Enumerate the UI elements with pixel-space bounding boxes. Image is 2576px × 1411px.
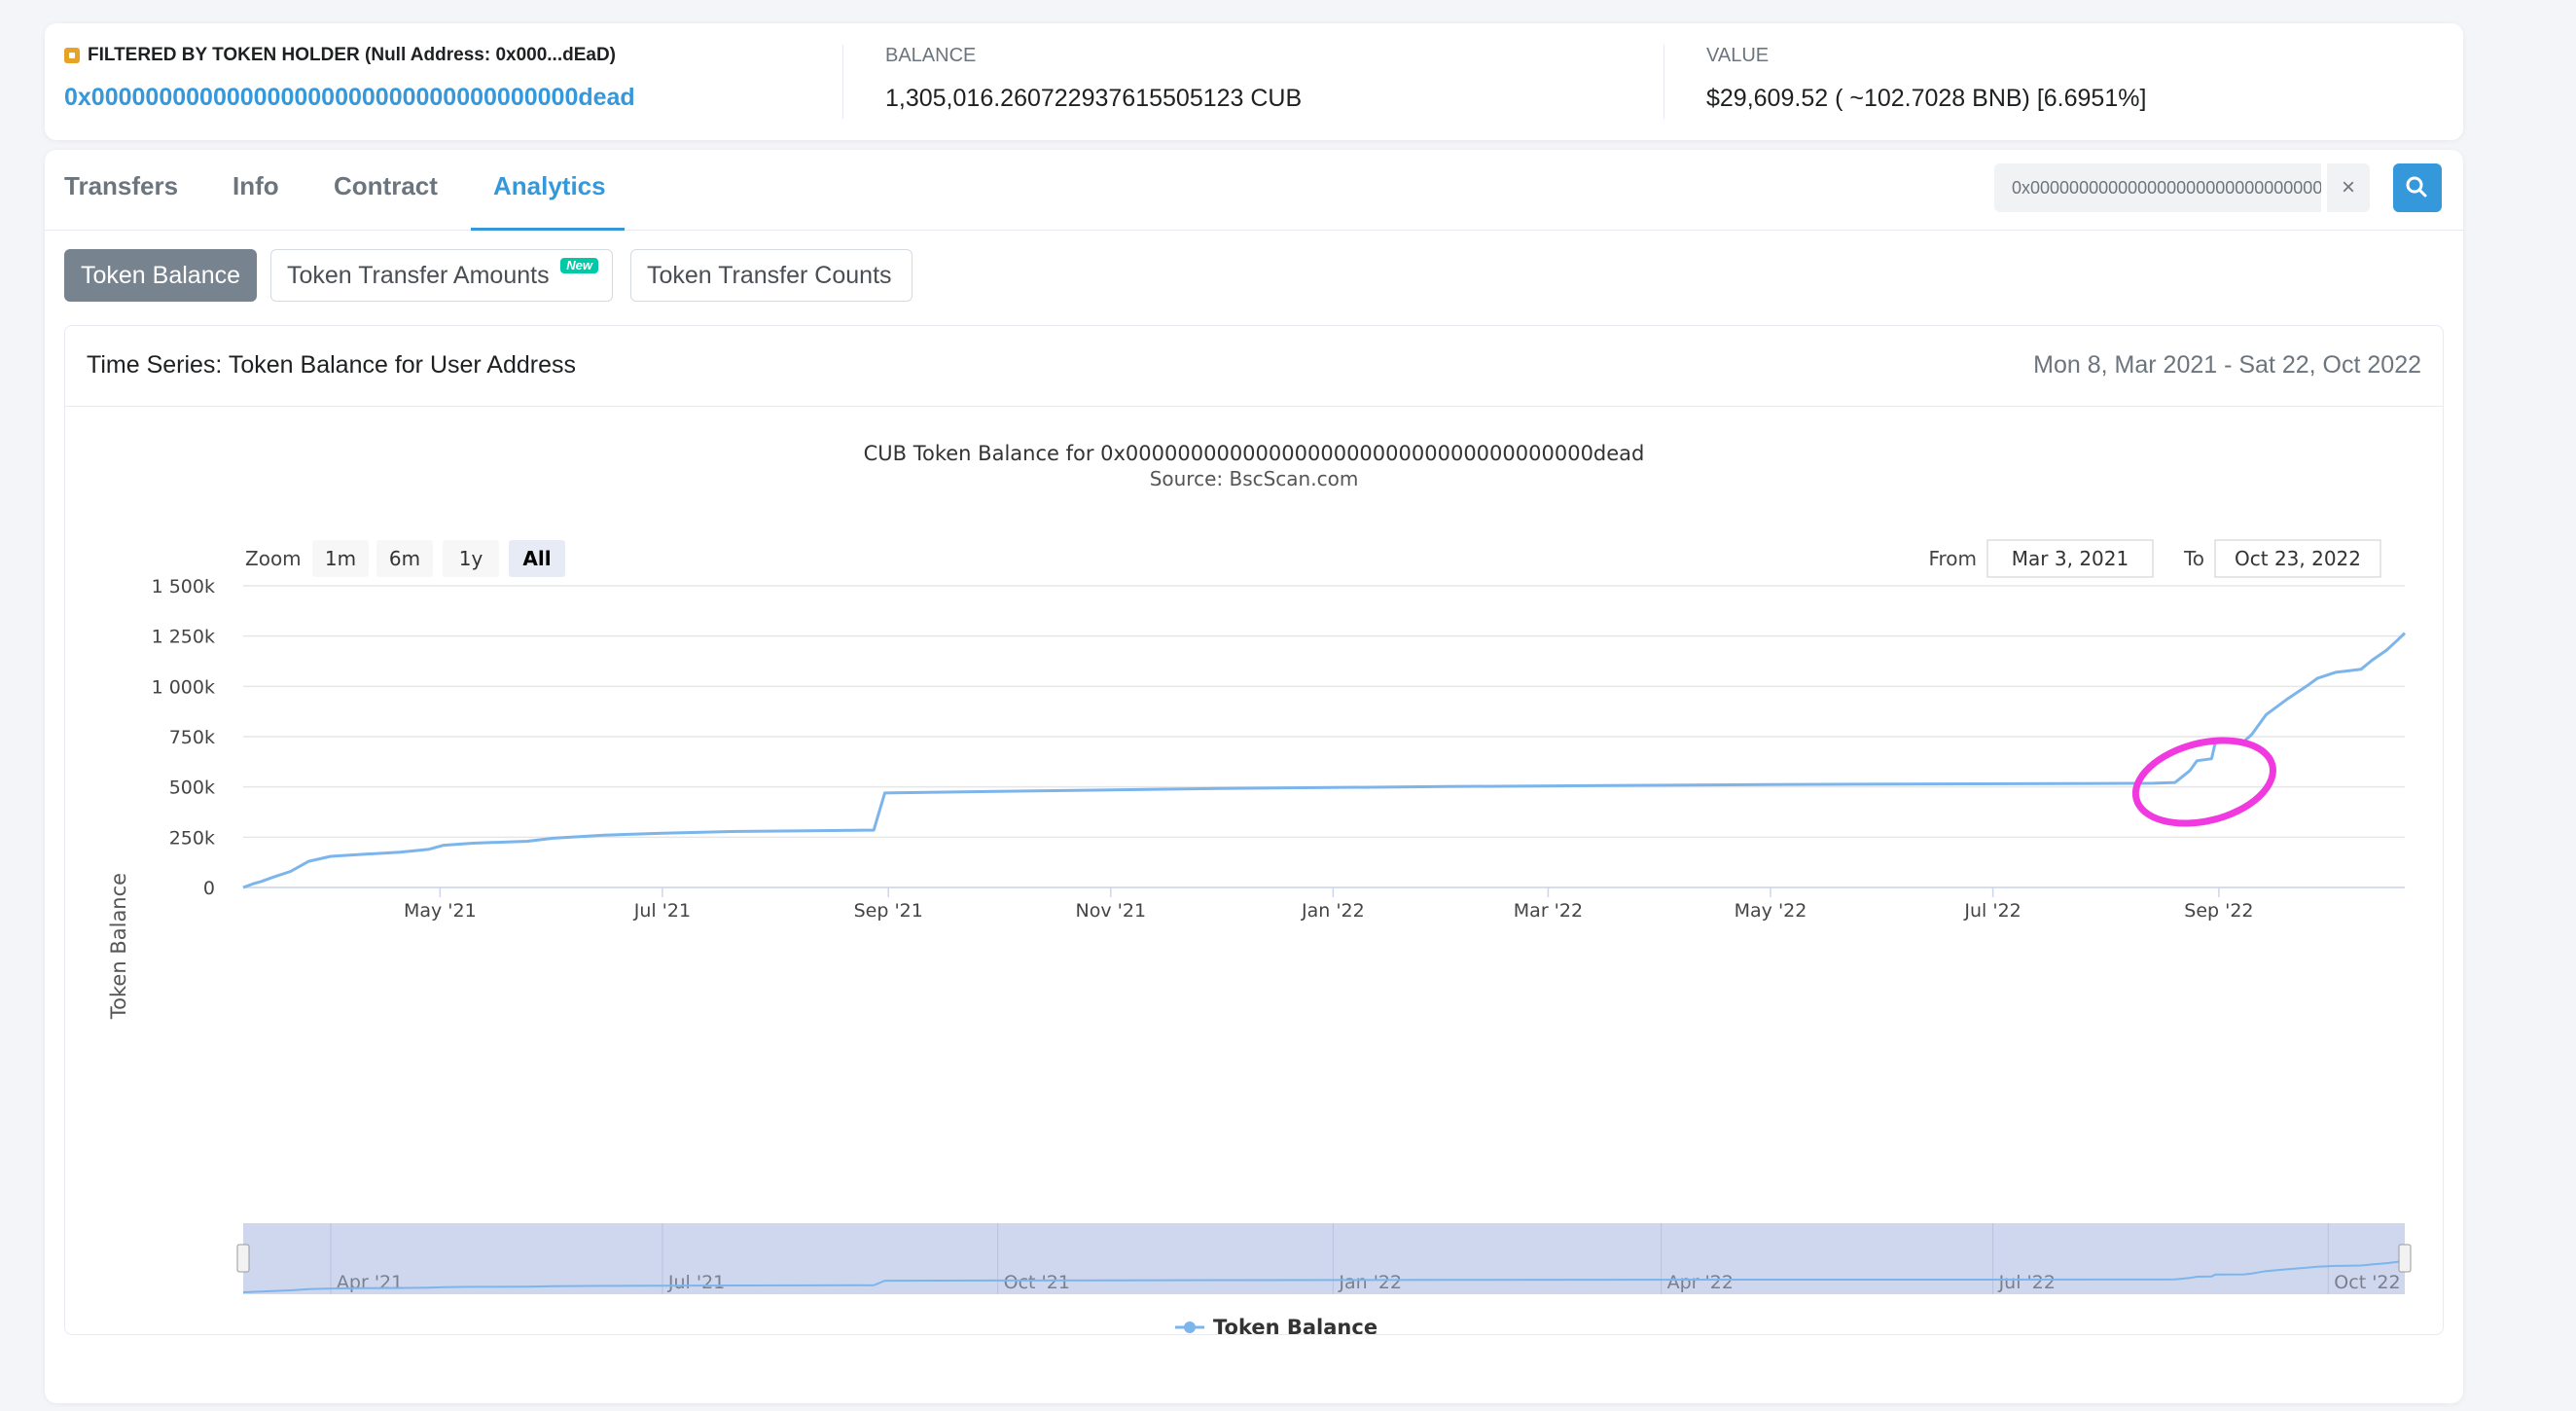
to-date-input[interactable]: Oct 23, 2022: [2214, 539, 2381, 578]
y-grid: [243, 585, 2405, 888]
navigator-left-handle[interactable]: [236, 1244, 250, 1273]
zoom-1y-label: 1y: [459, 547, 483, 570]
x-tick-label: May '22: [1735, 900, 1807, 922]
value-stat: VALUE $29,609.52 ( ~102.7028 BNB) [6.695…: [1706, 45, 2146, 113]
zoom-6m-button[interactable]: 6m: [376, 540, 433, 577]
y-tick-label: 500k: [169, 778, 215, 799]
subtab-token-balance[interactable]: Token Balance: [64, 249, 257, 302]
legend-dot-icon: [1184, 1321, 1196, 1333]
holder-address-link[interactable]: 0x000000000000000000000000000000000000de…: [64, 84, 635, 111]
value-label: VALUE: [1706, 45, 1770, 66]
tab-info[interactable]: Info: [233, 171, 279, 200]
y-tick-label: 750k: [169, 727, 215, 748]
zoom-6m-label: 6m: [389, 547, 420, 570]
navigator-tick-label: Jul '22: [1998, 1272, 2056, 1293]
holder-label-row: FILTERED BY TOKEN HOLDER (Null Address: …: [64, 45, 635, 66]
zoom-label: Zoom: [245, 547, 302, 570]
from-label: From: [1928, 547, 1977, 570]
divider: [842, 45, 843, 119]
main-card: Transfers Info Contract Analytics 0x0000…: [45, 150, 2463, 1403]
x-tick-label: Jan '22: [1301, 900, 1365, 922]
chart-card-title: Time Series: Token Balance for User Addr…: [87, 351, 577, 379]
zoom-all-label: All: [522, 547, 551, 570]
chart-date-range: Mon 8, Mar 2021 - Sat 22, Oct 2022: [2033, 351, 2421, 379]
subtab-token-transfer-amounts-label: Token Transfer Amounts: [287, 262, 550, 289]
balance-label: BALANCE: [885, 45, 977, 66]
holder-stat: FILTERED BY TOKEN HOLDER (Null Address: …: [64, 45, 635, 112]
chart-card: Time Series: Token Balance for User Addr…: [64, 325, 2444, 1335]
chart-subtitle: Source: BscScan.com: [1150, 467, 1359, 490]
holder-label: FILTERED BY TOKEN HOLDER (Null Address: …: [88, 45, 617, 65]
navigator[interactable]: Apr '21 Jul '21 Oct '21 Jan '22 Apr '22 Jul '…: [236, 1223, 2412, 1294]
tab-analytics[interactable]: Analytics: [493, 171, 606, 200]
x-tick-label: Sep '21: [854, 900, 923, 922]
zoom-1m-label: 1m: [325, 547, 356, 570]
balance-stat: BALANCE 1,305,016.260722937615505123 CUB: [885, 45, 1302, 113]
tab-transfers[interactable]: Transfers: [64, 171, 179, 200]
y-tick-label: 1 000k: [152, 676, 215, 698]
search-input[interactable]: 0x00000000000000000000000000000000000000…: [1994, 163, 2321, 212]
navigator-tick-label: Apr '21: [337, 1272, 403, 1293]
zoom-all-button[interactable]: All: [509, 540, 565, 577]
from-date-input[interactable]: Mar 3, 2021: [1986, 539, 2154, 578]
active-tab-indicator: [471, 228, 625, 231]
highlight-ellipse: [2131, 737, 2276, 827]
legend-item[interactable]: Token Balance: [1175, 1316, 1377, 1334]
y-tick-label: 0: [203, 878, 215, 899]
x-tick-label: Jul '21: [633, 900, 691, 922]
balance-chart: CUB Token Balance for 0x0000000000000000…: [107, 442, 2412, 1334]
tab-contract[interactable]: Contract: [334, 171, 438, 200]
navigator-tick-label: Oct '22: [2334, 1272, 2400, 1293]
navigator-tick-label: Oct '21: [1004, 1272, 1070, 1293]
search-icon: [2406, 176, 2427, 198]
subtab-token-transfer-amounts[interactable]: Token Transfer Amounts New: [270, 249, 613, 302]
new-badge: New: [560, 258, 598, 273]
navigator-line: [242, 1260, 2406, 1293]
token-balance-line: [242, 632, 2407, 889]
x-tick-label: Mar '22: [1514, 900, 1583, 922]
from-date-value: Mar 3, 2021: [2012, 547, 2129, 570]
y-tick-label: 1 250k: [152, 627, 215, 648]
navigator-tick-label: Jan '22: [1338, 1272, 1402, 1293]
balance-value: 1,305,016.260722937615505123 CUB: [885, 85, 1303, 112]
lock-icon: [64, 48, 80, 63]
to-date-value: Oct 23, 2022: [2235, 547, 2361, 570]
x-tick-label: Nov '21: [1076, 900, 1147, 922]
close-icon[interactable]: ×: [2327, 163, 2370, 212]
x-axis: May '21 Jul '21 Sep '21 Nov '21 Jan '22 Mar '…: [243, 886, 2405, 922]
y-axis: 0 250k 500k 750k 1 000k 1 250k 1 500k: [152, 576, 215, 899]
chart-title: CUB Token Balance for 0x0000000000000000…: [864, 442, 1645, 465]
x-tick-label: May '21: [404, 900, 477, 922]
navigator-tick-label: Jul '21: [667, 1272, 725, 1293]
zoom-1y-button[interactable]: 1y: [443, 540, 499, 577]
y-tick-label: 250k: [169, 827, 215, 849]
search-button[interactable]: [2393, 163, 2442, 212]
chart-card-header: Time Series: Token Balance for User Addr…: [65, 326, 2443, 407]
value-amount: $29,609.52 ( ~102.7028 BNB) [6.6951%]: [1706, 85, 2147, 112]
legend-label: Token Balance: [1213, 1316, 1377, 1334]
summary-card: FILTERED BY TOKEN HOLDER (Null Address: …: [45, 23, 2463, 140]
to-label: To: [2183, 547, 2204, 570]
navigator-window[interactable]: [243, 1223, 2405, 1294]
navigator-right-handle[interactable]: [2398, 1244, 2412, 1273]
x-tick-label: Sep '22: [2184, 900, 2253, 922]
zoom-1m-button[interactable]: 1m: [312, 540, 369, 577]
navigator-axis: Apr '21 Jul '21 Oct '21 Jan '22 Apr '22 Jul '…: [330, 1223, 2401, 1294]
x-tick-label: Jul '22: [1963, 900, 2021, 922]
y-axis-label: Token Balance: [107, 873, 130, 1020]
navigator-tick-label: Apr '22: [1667, 1272, 1734, 1293]
subtab-token-transfer-counts[interactable]: Token Transfer Counts: [630, 249, 912, 302]
tab-bar: Transfers Info Contract Analytics 0x0000…: [45, 150, 2463, 231]
y-tick-label: 1 500k: [152, 576, 215, 597]
